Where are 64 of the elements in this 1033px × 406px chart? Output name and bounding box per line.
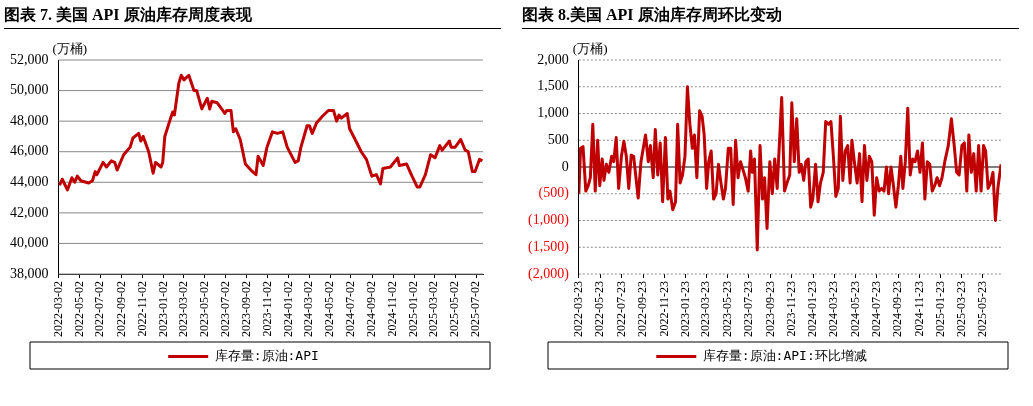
x-tick-label: 2025-05-02: [447, 281, 462, 338]
chart-title: 图表 7. 美国 API 原油库存周度表现: [4, 4, 501, 29]
x-tick-label: 2022-07-02: [92, 281, 107, 338]
y-tick-label: 46,000: [10, 143, 49, 159]
legend-label: 库存量:原油:API:环比增减: [702, 347, 867, 363]
y-tick-label: 52,000: [10, 51, 49, 67]
x-tick-label: 2023-03-02: [175, 281, 190, 338]
x-tick-label: 2025-03-23: [953, 281, 968, 338]
x-tick-label: 2022-03-02: [50, 281, 65, 338]
x-tick-label: 2025-05-23: [975, 281, 989, 338]
y-tick-label: 50,000: [10, 82, 49, 98]
y-tick-label: (1,500): [528, 238, 570, 255]
x-tick-label: 2022-07-23: [613, 281, 628, 338]
y-tick-label: 0: [561, 158, 569, 174]
x-tick-label: 2022-11-02: [134, 281, 149, 337]
x-tick-label: 2023-01-23: [677, 281, 692, 338]
y-tick-label: 500: [547, 131, 569, 147]
x-tick-label: 2022-09-23: [635, 281, 650, 338]
y-tick-label: 42,000: [10, 204, 49, 220]
y-axis-title: (万桶): [572, 40, 608, 56]
y-tick-label: 48,000: [10, 112, 49, 128]
y-tick-label: 38,000: [10, 265, 49, 281]
x-tick-label: 2022-11-23: [656, 281, 671, 337]
x-tick-label: 2023-09-23: [762, 281, 777, 338]
x-tick-label: 2024-07-02: [343, 281, 358, 338]
x-tick-label: 2023-01-02: [155, 281, 170, 338]
y-axis-title: (万桶): [52, 40, 88, 56]
x-tick-label: 2023-11-02: [259, 281, 274, 337]
x-tick-label: 2023-07-23: [741, 281, 756, 338]
legend-label: 库存量:原油:API: [214, 347, 319, 363]
x-tick-label: 2022-09-02: [113, 281, 128, 338]
x-tick-label: 2023-09-02: [238, 281, 253, 338]
x-tick-label: 2024-09-02: [364, 281, 379, 338]
x-tick-label: 2023-05-02: [196, 281, 211, 338]
chart-title: 图表 8.美国 API 原油库存周环比变动: [522, 4, 1019, 29]
x-tick-label: 2024-09-23: [890, 281, 905, 338]
y-tick-label: 44,000: [10, 173, 49, 189]
x-tick-label: 2023-07-02: [217, 281, 232, 338]
y-tick-label: (1,000): [528, 212, 570, 229]
x-tick-label: 2025-03-02: [426, 281, 441, 338]
x-tick-label: 2024-01-23: [805, 281, 820, 338]
x-tick-label: 2024-05-23: [847, 281, 862, 338]
x-tick-label: 2023-11-23: [783, 281, 798, 337]
x-tick-label: 2023-05-23: [719, 281, 734, 338]
x-tick-label: 2022-05-02: [71, 281, 86, 338]
y-tick-label: 1,500: [537, 78, 569, 94]
x-tick-label: 2025-01-23: [933, 281, 948, 338]
x-tick-label: 2022-03-23: [570, 281, 585, 338]
x-tick-label: 2025-07-02: [468, 281, 483, 338]
x-tick-label: 2025-01-02: [406, 281, 421, 338]
y-tick-label: (2,000): [528, 265, 570, 282]
y-tick-label: 2,000: [537, 51, 569, 67]
x-tick-label: 2024-01-02: [280, 281, 295, 338]
y-tick-label: 1,000: [537, 105, 569, 121]
x-tick-label: 2022-05-23: [592, 281, 607, 338]
x-tick-label: 2024-11-23: [911, 281, 926, 337]
y-tick-label: 40,000: [10, 235, 49, 251]
y-tick-label: (500): [538, 185, 570, 202]
x-tick-label: 2024-07-23: [868, 281, 883, 338]
x-tick-label: 2024-05-02: [322, 281, 337, 338]
x-tick-label: 2024-03-23: [826, 281, 841, 338]
x-tick-label: 2023-03-23: [698, 281, 713, 338]
x-tick-label: 2024-11-02: [385, 281, 400, 337]
x-tick-label: 2024-03-02: [301, 281, 316, 338]
